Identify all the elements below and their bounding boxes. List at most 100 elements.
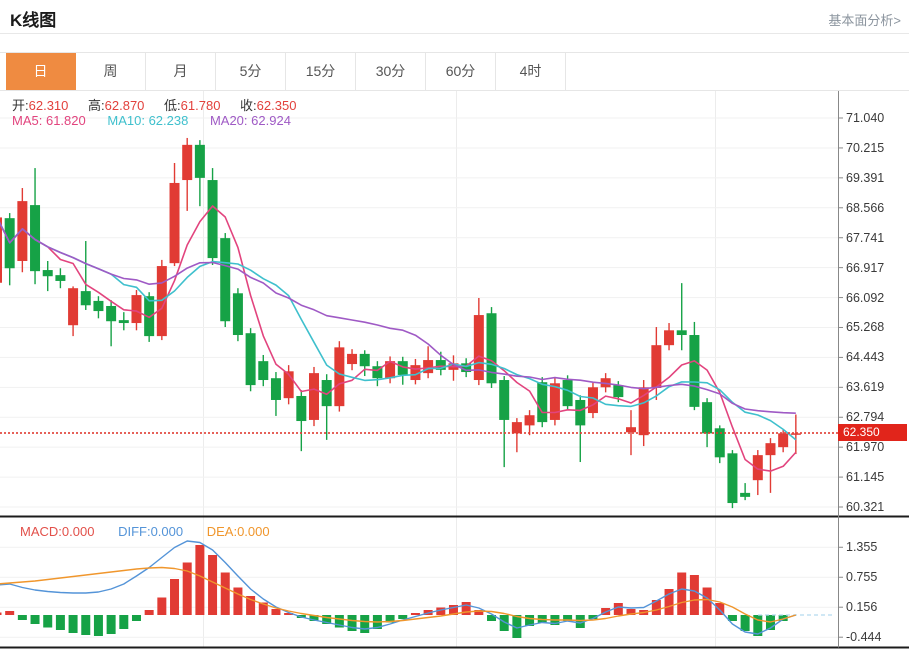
- macd-bar-negative: [537, 615, 547, 623]
- candle-up: [309, 373, 319, 420]
- macd-bar-negative: [68, 615, 78, 633]
- macd-bar-negative: [385, 615, 395, 623]
- macd-bar-negative: [487, 615, 497, 621]
- candle-down: [372, 366, 383, 379]
- macd-bar-positive: [601, 608, 611, 615]
- price-axis-label: 66.917: [846, 260, 885, 275]
- diff-label: DIFF:: [118, 524, 151, 539]
- open-label: 开:: [12, 98, 29, 113]
- macd-bar-negative: [550, 615, 560, 625]
- dea-label: DEA:: [206, 524, 238, 539]
- ma20-label: MA20:: [209, 113, 248, 128]
- macd-bar-positive: [182, 562, 192, 615]
- fundamental-analysis-link[interactable]: 基本面分析>: [828, 13, 901, 28]
- candle-up: [347, 353, 358, 365]
- macd-bar-positive: [715, 603, 725, 615]
- candle-up: [473, 315, 484, 381]
- macd-bar-positive: [144, 610, 154, 615]
- candle-up: [410, 365, 421, 381]
- dea-line: [0, 566, 797, 623]
- macd-axis-label: 0.755: [846, 570, 878, 585]
- tab-4hour[interactable]: 4时: [496, 53, 566, 90]
- candle-down: [613, 385, 624, 398]
- candle-down: [118, 320, 129, 324]
- candle-up: [765, 443, 776, 456]
- candle-down: [30, 205, 41, 272]
- macd-bar-positive: [448, 605, 458, 615]
- macd-bar-negative: [727, 615, 737, 621]
- macd-bar-positive: [423, 610, 433, 615]
- macd-bar-negative: [81, 615, 91, 635]
- candle-up: [17, 201, 28, 261]
- tab-15min[interactable]: 15分: [286, 53, 356, 90]
- candle-down: [245, 333, 256, 386]
- close-label: 收:: [240, 98, 257, 113]
- macd-bar-positive: [157, 597, 167, 615]
- macd-bar-positive: [170, 579, 180, 615]
- candle-down: [93, 300, 104, 312]
- macd-bar-positive: [208, 555, 218, 615]
- macd-bar-positive: [0, 612, 2, 615]
- macd-bar-negative: [740, 615, 750, 631]
- macd-bar-positive: [246, 596, 256, 615]
- candle-down: [461, 363, 472, 373]
- candle-down: [575, 399, 586, 426]
- candle-down: [207, 180, 218, 259]
- candle-up: [68, 288, 79, 326]
- macd-bar-positive: [613, 603, 623, 615]
- macd-bar-positive: [702, 587, 712, 615]
- candle-up: [182, 144, 193, 181]
- ma20-line: [0, 221, 796, 414]
- period-tabbar: 日 周 月 5分 15分 30分 60分 4时: [0, 52, 909, 91]
- candle-up: [587, 387, 598, 414]
- candle-down: [144, 296, 155, 337]
- candle-down: [55, 275, 66, 281]
- tab-month[interactable]: 月: [146, 53, 216, 90]
- macd-bar-negative: [360, 615, 370, 633]
- macd-bar-negative: [347, 615, 357, 631]
- candle-up: [524, 415, 535, 426]
- candle-up: [778, 433, 789, 448]
- macd-axis-label: -0.444: [846, 630, 882, 645]
- macd-bar-positive: [474, 610, 484, 615]
- macd-bar-positive: [410, 613, 420, 615]
- candle-down: [727, 453, 738, 504]
- ohlc-readout: 开:62.310 高:62.870 低:61.780 收:62.350: [12, 95, 312, 114]
- macd-bar-negative: [296, 615, 306, 618]
- tab-5min[interactable]: 5分: [216, 53, 286, 90]
- candle-down: [740, 492, 751, 497]
- macd-bar-negative: [93, 615, 103, 636]
- price-axis-label: 63.619: [846, 380, 885, 395]
- candle-up: [664, 330, 675, 346]
- price-axis-label: 65.268: [846, 320, 885, 335]
- macd-bar-negative: [778, 615, 788, 621]
- candle-down: [106, 305, 117, 322]
- tab-day[interactable]: 日: [6, 53, 76, 90]
- macd-bar-positive: [461, 602, 471, 615]
- macd-bar-positive: [651, 600, 661, 615]
- close-value: 62.350: [256, 98, 297, 113]
- macd-bar-positive: [271, 609, 281, 615]
- macd-bar-negative: [119, 615, 129, 629]
- price-axis-label: 70.215: [846, 140, 885, 155]
- tab-week[interactable]: 周: [76, 53, 146, 90]
- price-axis-label: 67.741: [846, 230, 885, 245]
- candle-up: [651, 345, 662, 389]
- tab-60min[interactable]: 60分: [426, 53, 496, 90]
- macd-bar-negative: [512, 615, 522, 638]
- price-axis-label: 66.092: [846, 290, 885, 305]
- ma10-line: [0, 221, 797, 441]
- macd-readout: MACD:0.000 DIFF:0.000 DEA:0.000: [20, 524, 290, 539]
- header: K线图 基本面分析>: [0, 0, 909, 34]
- candle-down: [702, 402, 713, 434]
- candle-down: [435, 360, 446, 370]
- current-price-badge: 62.350: [838, 424, 907, 442]
- tab-30min[interactable]: 30分: [356, 53, 426, 90]
- price-axis-label: 68.566: [846, 200, 885, 215]
- candle-up: [169, 182, 180, 264]
- ma5-label: MA5:: [12, 113, 43, 128]
- ma5-value: 61.820: [45, 113, 86, 128]
- high-value: 62.870: [104, 98, 145, 113]
- candle-down: [321, 380, 332, 407]
